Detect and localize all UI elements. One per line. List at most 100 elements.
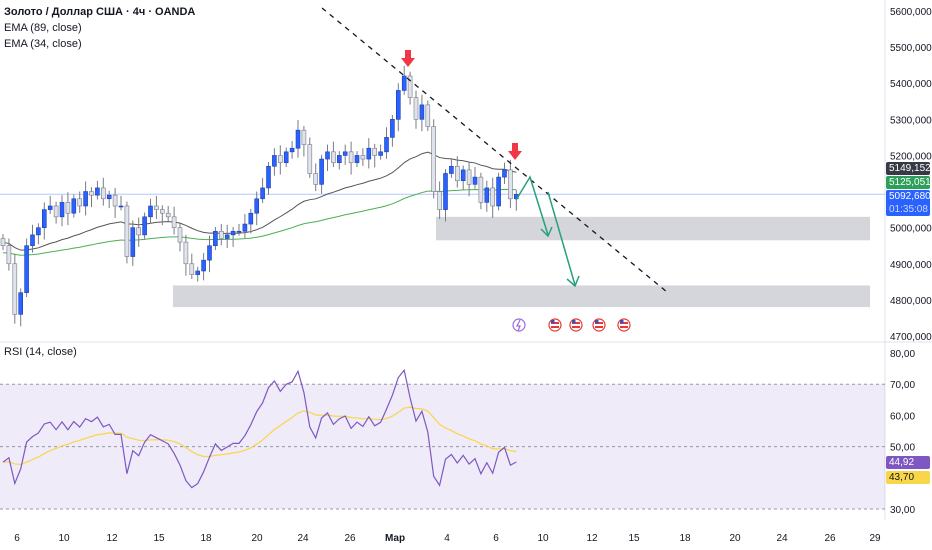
candle-body [160,209,165,214]
candle-body [12,263,18,315]
candle-body [165,212,171,218]
candle-body [490,187,496,207]
candle-body [41,209,47,228]
ema34-legend[interactable]: EMA (34, close) [4,38,82,50]
candle-body [325,151,330,160]
candle [0,234,6,251]
candle [142,212,147,240]
candle [47,195,53,214]
candle [449,159,454,178]
candle [283,147,289,167]
candle-body [201,259,206,272]
candle [6,238,12,271]
rsi-tick: 70,00 [890,380,915,391]
candle [295,120,301,158]
candle-body [484,187,490,203]
time-tick: 12 [586,533,598,544]
candle [171,206,177,235]
candle [118,195,124,211]
candle-body [336,155,342,163]
time-tick: 26 [344,533,356,544]
flag-stripe [595,322,603,324]
candle [301,125,307,157]
forecast-arrow [547,191,576,286]
price-tick: 4900,000 [890,260,932,271]
symbol-title: Золото / Доллар США · 4ч · OANDA [4,6,196,18]
rsi-tick: 30,00 [890,505,915,516]
candle [12,253,18,324]
candle-body [189,263,195,275]
candle-body [454,165,460,182]
candle-body [508,169,513,200]
candle-body [301,129,307,145]
price-tick: 4800,000 [890,296,932,307]
flag-circle [548,318,562,332]
candle [101,177,106,206]
candle-body [254,198,259,214]
time-tick: 6 [493,533,499,544]
rsi-ma-line [2,406,517,466]
candle-body [0,238,6,247]
candle-body [295,129,301,149]
candle [460,165,466,191]
candle-body [390,119,395,138]
flag-circle [569,318,583,332]
candle-body [401,75,407,91]
candle [378,144,383,160]
price-badge: 5092,680 01:35:08 [886,190,931,216]
candle [71,194,77,218]
price-tick: 5300,000 [890,115,932,126]
flag-canton [620,320,624,324]
candle [230,226,236,247]
candle [18,288,24,327]
time-tick: Мар [385,533,405,544]
candle-body [47,205,53,210]
candle [313,163,319,192]
candle-body [472,176,478,185]
candle [254,191,259,226]
down-arrow-marker-icon [401,50,415,67]
candle-body [283,151,289,163]
candle-body [313,173,319,185]
candle-body [248,212,254,225]
candle [331,141,336,167]
candle [165,205,171,222]
lightning-event-icon [512,318,526,332]
candle [59,195,65,227]
candle [395,83,401,132]
down-arrow-marker-icon [508,143,522,160]
candle-body [224,234,230,239]
candle-body [230,230,236,236]
candle-body [142,216,147,236]
candle-body [260,187,265,200]
rsi-legend[interactable]: RSI (14, close) [4,346,77,358]
price-tick: 5400,000 [890,79,932,90]
candle-body [289,147,295,153]
candle-body [307,144,313,174]
lightning-glyph-icon [516,319,521,332]
price-value: 5092,680 [889,191,931,202]
candle-body [53,205,59,218]
rsi-line [2,368,517,489]
candle-body [106,194,112,200]
candle-body [348,151,354,163]
candle-body [378,151,383,156]
candle-body [242,223,248,232]
candle [401,65,407,95]
candle [24,238,29,297]
candle [160,205,165,226]
candle [407,71,413,105]
candle [177,223,183,252]
price-tick: 5200,000 [890,151,932,162]
candle-body [331,151,336,163]
candle [260,177,265,204]
candle-body [207,245,212,261]
candle-body [478,176,484,203]
ema89-legend[interactable]: EMA (89, close) [4,22,82,34]
candle [502,162,507,184]
candle-body [183,241,189,265]
time-tick: 15 [153,533,165,544]
time-tick: 20 [729,533,741,544]
forecast-arrow [515,175,549,236]
